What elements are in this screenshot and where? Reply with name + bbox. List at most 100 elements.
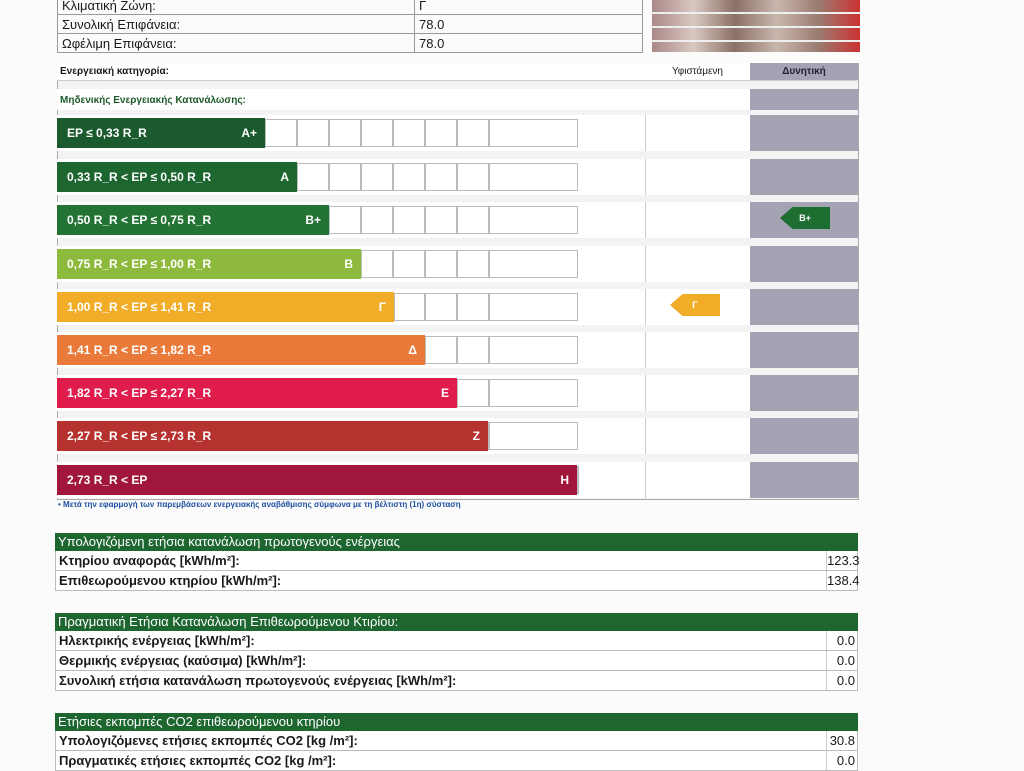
rating-range: 2,73 R_R < EP [67,473,148,487]
grid-cell [329,163,361,191]
row-value: 0.0 [826,751,857,770]
footnote: • Μετά την εφαρμογή των παρεμβάσεων ενερ… [58,500,461,509]
rating-range: 2,27 R_R < EP ≤ 2,73 R_R [67,429,212,443]
section-title: Πραγματική Ετήσια Κατανάλωση Επιθεωρούμε… [55,613,858,631]
potential-rating-marker: B+ [780,207,830,229]
grid-cell [489,293,578,321]
grid-cell [361,163,393,191]
info-row: Συνολική Επιφάνεια: 78.0 [57,14,643,34]
row-value: 0.0 [826,631,857,650]
section-2: Ετήσιες εκπομπές CO2 επιθεωρούμενου κτηρ… [55,713,858,771]
rating-class-letter: Ζ [472,429,480,443]
row-label: Πραγματικές ετήσιες εκπομπές CO2 [kg /m²… [59,753,337,768]
rating-range: EP ≤ 0,33 R_R [67,126,147,140]
potential-column-header: Δυνητική [750,63,858,80]
row-label: Υπολογιζόμενες ετήσιες εκπομπές CO2 [kg … [59,733,358,748]
row-label: Ηλεκτρικής ενέργειας [kWh/m²]: [59,633,255,648]
grid-cell [457,119,489,147]
grid-cell [425,163,457,191]
section-row: Πραγματικές ετήσιες εκπομπές CO2 [kg /m²… [55,751,858,771]
section-row: Υπολογιζόμενες ετήσιες εκπομπές CO2 [kg … [55,731,858,751]
grid-cell [457,379,489,407]
rating-bar-3: 0,75 R_R < EP ≤ 1,00 R_R B [57,249,361,279]
building-photo [652,0,860,52]
grid-cell [394,293,425,321]
grid-cell [425,336,457,364]
existing-rating-marker: Γ [670,294,720,316]
grid-cell [425,119,457,147]
row-value: 123.3 [826,551,860,570]
section-1: Πραγματική Ετήσια Κατανάλωση Επιθεωρούμε… [55,613,858,691]
grid-cell [361,206,393,234]
grid-cell [425,250,457,278]
rating-bar-0: EP ≤ 0,33 R_R A+ [57,118,265,148]
section-row: Κτηρίου αναφοράς [kWh/m²]: 123.3 [55,551,860,571]
rating-class-letter: A+ [241,126,257,140]
info-row: Κλιματική Ζώνη: Γ [57,0,643,15]
grid-cell [489,163,578,191]
existing-column-header: Υφιστάμενη [671,66,723,77]
grid-cell [393,163,425,191]
grid-cell [457,293,489,321]
rating-class-letter: Η [560,473,569,487]
grid-cell [489,379,578,407]
grid-cell [489,422,578,450]
grid-cell [489,250,578,278]
rating-range: 0,50 R_R < EP ≤ 0,75 R_R [67,213,212,227]
rating-bar-2: 0,50 R_R < EP ≤ 0,75 R_R B+ [57,205,329,235]
info-row: Ωφέλιμη Επιφάνεια: 78.0 [57,33,643,53]
rating-class-letter: Ε [440,386,449,400]
grid-cell [489,336,578,364]
section-row: Επιθεωρούμενου κτηρίου [kWh/m²]: 138.4 [55,571,860,591]
row-label: Συνολική ετήσια κατανάλωση πρωτογενούς ε… [59,673,457,688]
rating-class-letter: Γ [378,300,386,314]
row-value: 30.8 [826,731,857,750]
rating-bar-8: 2,73 R_R < EP Η [57,465,577,495]
rating-header-label: Ενεργειακή κατηγορία: [60,66,169,77]
grid-cell [489,119,578,147]
zero-energy-label: Μηδενικής Ενεργειακής Κατανάλωσης: [60,95,246,106]
grid-cell [265,119,297,147]
rating-range: 0,75 R_R < EP ≤ 1,00 R_R [67,257,212,271]
rating-bar-7: 2,27 R_R < EP ≤ 2,73 R_R Ζ [57,421,488,451]
grid-cell [457,206,489,234]
rating-range: 1,00 R_R < EP ≤ 1,41 R_R [67,300,212,314]
grid-cell [457,336,489,364]
grid-cell [489,206,578,234]
rating-class-letter: Δ [408,343,417,357]
rating-range: 0,33 R_R < EP ≤ 0,50 R_R [67,170,212,184]
row-label: Κτηρίου αναφοράς [kWh/m²]: [59,553,240,568]
rating-bar-1: 0,33 R_R < EP ≤ 0,50 R_R A [57,162,297,192]
row-label: Θερμικής ενέργειας (καύσιμα) [kWh/m²]: [59,653,307,668]
grid-cell [329,119,361,147]
section-0: Υπολογιζόμενη ετήσια κατανάλωση πρωτογεν… [55,533,860,591]
building-info-table: Κλιματική Ζώνη: Γ Συνολική Επιφάνεια: 78.0… [57,0,643,53]
row-value: 138.4 [826,571,860,590]
grid-cell [457,250,489,278]
row-label: Επιθεωρούμενου κτηρίου [kWh/m²]: [59,573,282,588]
rating-class-letter: B+ [305,213,321,227]
section-row: Συνολική ετήσια κατανάλωση πρωτογενούς ε… [55,671,858,691]
grid-cell [425,293,457,321]
grid-cell [425,206,457,234]
grid-cell [297,119,329,147]
grid-cell [393,206,425,234]
grid-cell [361,119,393,147]
grid-cell [457,163,489,191]
grid-cell [393,119,425,147]
rating-range: 1,41 R_R < EP ≤ 1,82 R_R [67,343,212,357]
rating-range: 1,82 R_R < EP ≤ 2,27 R_R [67,386,212,400]
section-row: Ηλεκτρικής ενέργειας [kWh/m²]: 0.0 [55,631,858,651]
row-value: 0.0 [826,651,857,670]
section-title: Ετήσιες εκπομπές CO2 επιθεωρούμενου κτηρ… [55,713,858,731]
section-title: Υπολογιζόμενη ετήσια κατανάλωση πρωτογεν… [55,533,858,551]
row-value: 0.0 [826,671,857,690]
rating-class-letter: B [344,257,353,271]
rating-bar-6: 1,82 R_R < EP ≤ 2,27 R_R Ε [57,378,457,408]
rating-bar-4: 1,00 R_R < EP ≤ 1,41 R_R Γ [57,292,394,322]
grid-cell [577,466,579,494]
rating-class-letter: A [280,170,289,184]
section-row: Θερμικής ενέργειας (καύσιμα) [kWh/m²]: 0.… [55,651,858,671]
grid-cell [393,250,425,278]
grid-cell [329,206,361,234]
